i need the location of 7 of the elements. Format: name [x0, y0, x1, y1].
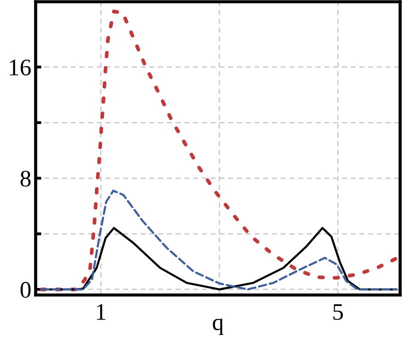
x-axis-title: q: [212, 318, 224, 336]
y-tick-label: 8: [20, 170, 31, 187]
x-tick-label: 1: [97, 304, 106, 320]
y-tick-label: 0: [20, 282, 31, 298]
line-series: [40, 10, 398, 292]
x-tick-label: 5: [333, 304, 343, 320]
y-tick-label: 16: [10, 60, 31, 76]
